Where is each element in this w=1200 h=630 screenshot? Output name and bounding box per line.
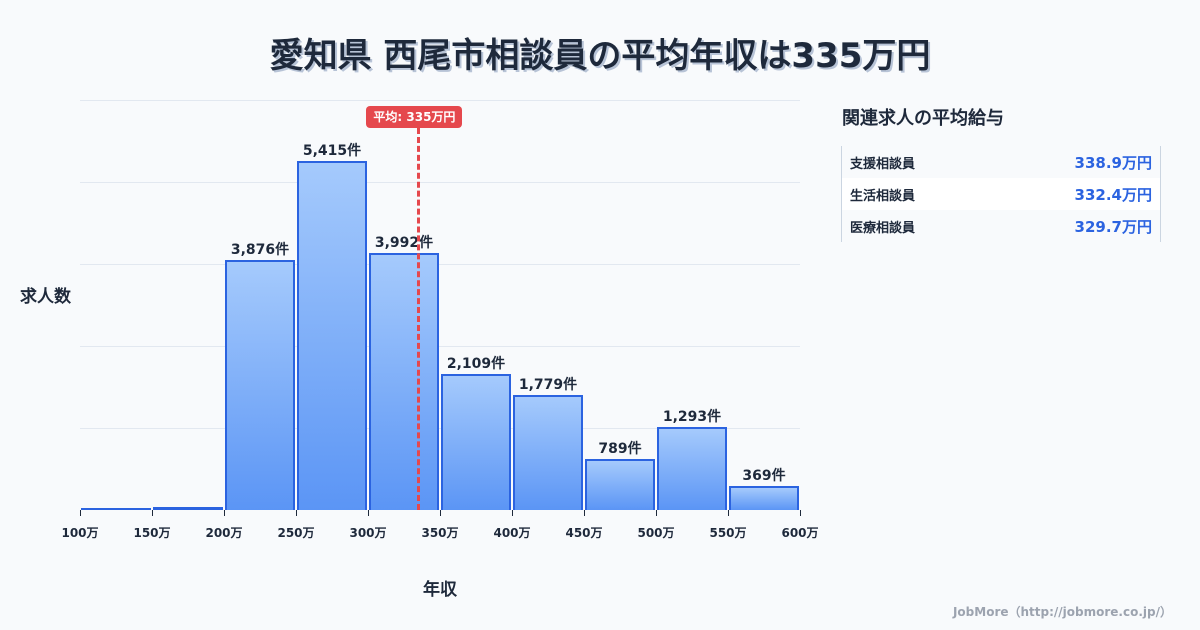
histogram-bar [81,508,151,510]
x-tick-label: 350万 [421,526,459,540]
x-tick-label: 550万 [709,526,747,540]
related-name: 生活相談員 [850,188,916,204]
x-tick-label: 500万 [637,526,675,540]
gridline [80,182,800,183]
histogram-bar [369,253,439,510]
x-tick [512,510,513,516]
x-tick [296,510,297,516]
average-line [417,128,421,510]
related-table: 支援相談員 338.9万円 生活相談員 332.4万円 医療相談員 329.7万… [841,146,1161,242]
x-tick-label: 400万 [493,526,531,540]
x-tick-label: 450万 [565,526,603,540]
related-value: 338.9万円 [1074,153,1152,172]
x-axis-label: 年収 [423,580,457,600]
related-value: 329.7万円 [1074,217,1152,236]
chart-title: 愛知県 西尾市相談員の平均年収は335万円 [269,36,931,76]
histogram-bar [441,374,511,510]
x-tick-label: 250万 [277,526,315,540]
bar-value-label: 369件 [742,468,786,484]
related-row: 医療相談員 329.7万円 [842,210,1160,242]
x-tick [224,510,225,516]
x-tick [80,510,81,516]
x-tick [800,510,801,516]
bar-value-label: 789件 [598,441,642,457]
average-badge: 平均: 335万円 [366,106,463,128]
related-name: 医療相談員 [850,220,916,236]
related-row: 支援相談員 338.9万円 [842,146,1160,178]
related-name: 支援相談員 [850,156,916,172]
related-title: 関連求人の平均給与 [842,108,1004,129]
histogram-bar [297,161,367,510]
plot-area [80,100,800,510]
histogram-bar [513,395,583,510]
gridline [80,428,800,429]
bar-value-label: 3,876件 [230,242,290,258]
x-tick [584,510,585,516]
histogram-bar [225,260,295,510]
x-tick-label: 150万 [133,526,171,540]
gridline [80,346,800,347]
histogram-bar [585,459,655,510]
histogram-bar [153,507,223,510]
x-tick [728,510,729,516]
footer-credit: JobMore（http://jobmore.co.jp/） [952,605,1172,619]
bar-value-label: 1,779件 [518,377,578,393]
x-tick-label: 200万 [205,526,243,540]
x-tick [656,510,657,516]
bar-value-label: 2,109件 [446,356,506,372]
x-tick [152,510,153,516]
histogram-bar [657,427,727,510]
related-row: 生活相談員 332.4万円 [842,178,1160,210]
histogram-bar [729,486,799,510]
bar-value-label: 1,293件 [662,409,722,425]
x-tick-label: 300万 [349,526,387,540]
bar-value-label: 3,992件 [374,235,434,251]
x-tick-label: 100万 [61,526,99,540]
bar-value-label: 5,415件 [302,143,362,159]
x-tick [368,510,369,516]
x-tick-label: 600万 [781,526,819,540]
y-axis-label: 求人数 [20,287,71,307]
x-tick [440,510,441,516]
related-value: 332.4万円 [1074,185,1152,204]
gridline [80,264,800,265]
gridline [80,100,800,101]
